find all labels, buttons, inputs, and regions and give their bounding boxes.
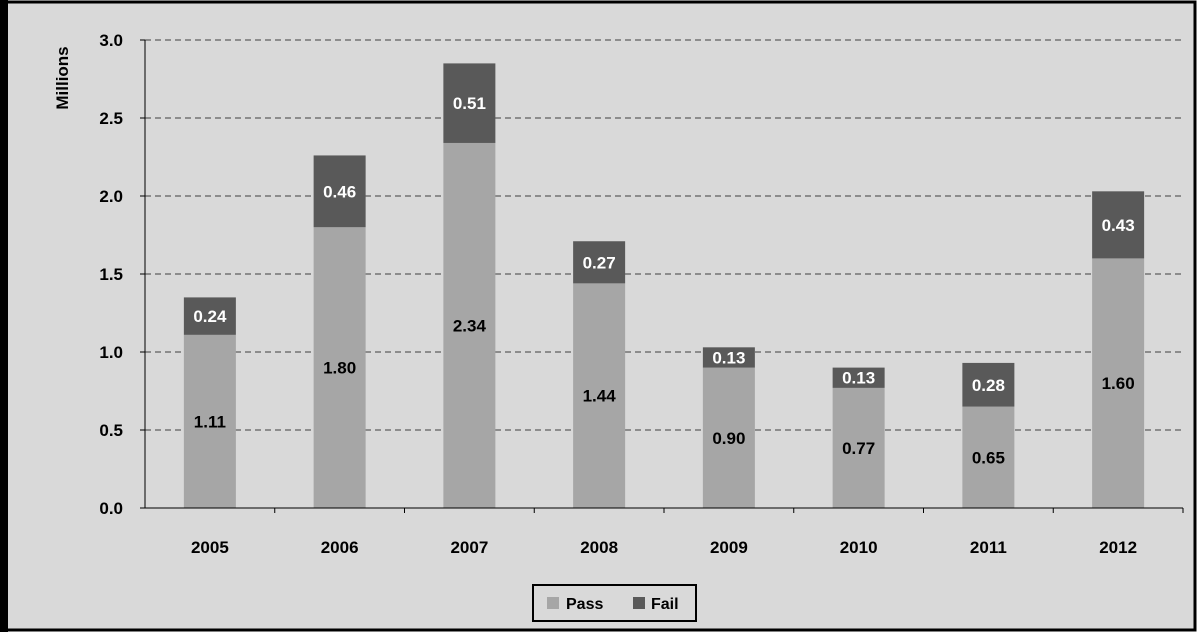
y-tick-label: 2.0 bbox=[99, 187, 123, 206]
y-tick-label: 1.0 bbox=[99, 343, 123, 362]
y-axis-ticks: 0.0 0.5 1.0 1.5 2.0 2.5 3.0 bbox=[99, 31, 145, 518]
data-label-pass-2005: 1.11 bbox=[194, 412, 226, 431]
y-tick-label: 2.5 bbox=[99, 109, 123, 128]
bar-fail-2010 bbox=[832, 367, 885, 388]
bar-fail-2006 bbox=[313, 155, 366, 228]
y-axis-title: Millions bbox=[53, 46, 72, 109]
data-label-pass-2007: 2.34 bbox=[453, 316, 487, 335]
bar-pass-2008 bbox=[573, 283, 626, 508]
bar-pass-2005 bbox=[183, 334, 236, 508]
bar-fail-2012 bbox=[1092, 191, 1145, 259]
data-label-fail-2005: 0.24 bbox=[193, 307, 227, 326]
legend: Pass Fail bbox=[532, 584, 697, 622]
y-tick-label: 0.0 bbox=[99, 499, 123, 518]
data-label-pass-2008: 1.44 bbox=[583, 387, 617, 406]
x-tick-label-2006: 2006 bbox=[321, 538, 359, 557]
data-label-pass-2006: 1.80 bbox=[323, 359, 356, 378]
bar-fail-2009 bbox=[702, 347, 755, 368]
bar-fail-2007 bbox=[443, 63, 496, 143]
x-tick-label-2005: 2005 bbox=[191, 538, 229, 557]
data-label-fail-2012: 0.43 bbox=[1102, 216, 1135, 235]
y-tick-label: 1.5 bbox=[99, 265, 123, 284]
bar-pass-2012 bbox=[1092, 258, 1145, 508]
bar-pass-2009 bbox=[702, 367, 755, 508]
data-label-fail-2008: 0.27 bbox=[583, 253, 616, 272]
legend-swatch-fail bbox=[633, 597, 645, 609]
data-label-fail-2009: 0.13 bbox=[712, 348, 745, 367]
x-axis-ticks: 2005 2006 2007 2008 2009 2010 2011 2012 bbox=[191, 508, 1184, 557]
data-label-fail-2006: 0.46 bbox=[323, 182, 356, 201]
x-tick-label-2012: 2012 bbox=[1099, 538, 1137, 557]
chart-left-edge bbox=[0, 0, 8, 632]
data-label-fail-2007: 0.51 bbox=[453, 94, 486, 113]
data-label-fail-2010: 0.13 bbox=[842, 369, 875, 388]
bar-fail-2011 bbox=[962, 362, 1015, 407]
x-tick-label-2011: 2011 bbox=[970, 538, 1007, 557]
bar-fail-2005 bbox=[183, 297, 236, 335]
bar-fail-2008 bbox=[573, 241, 626, 284]
data-label-pass-2009: 0.90 bbox=[712, 429, 745, 448]
legend-label-fail: Fail bbox=[651, 596, 679, 613]
bar-pass-2010 bbox=[832, 387, 885, 508]
x-tick-label-2008: 2008 bbox=[580, 538, 618, 557]
legend-swatch-pass bbox=[547, 597, 559, 609]
x-tick-label-2007: 2007 bbox=[450, 538, 488, 557]
y-tick-label: 3.0 bbox=[99, 31, 123, 50]
bars bbox=[183, 63, 1145, 508]
data-label-pass-2012: 1.60 bbox=[1102, 374, 1135, 393]
legend-label-pass: Pass bbox=[566, 596, 603, 613]
x-tick-label-2010: 2010 bbox=[840, 538, 878, 557]
data-label-pass-2010: 0.77 bbox=[842, 439, 875, 458]
x-tick-label-2009: 2009 bbox=[710, 538, 748, 557]
data-label-pass-2011: 0.65 bbox=[972, 448, 1005, 467]
bar-pass-2007 bbox=[443, 142, 496, 508]
data-label-fail-2011: 0.28 bbox=[972, 376, 1005, 395]
legend-box bbox=[532, 584, 697, 622]
bar-pass-2006 bbox=[313, 227, 366, 508]
y-tick-label: 0.5 bbox=[99, 421, 123, 440]
bar-pass-2011 bbox=[962, 406, 1015, 508]
data-labels: 1.11 0.24 1.80 0.46 2.34 0.51 1.44 0.27 0.90 0.13… bbox=[193, 94, 1134, 467]
